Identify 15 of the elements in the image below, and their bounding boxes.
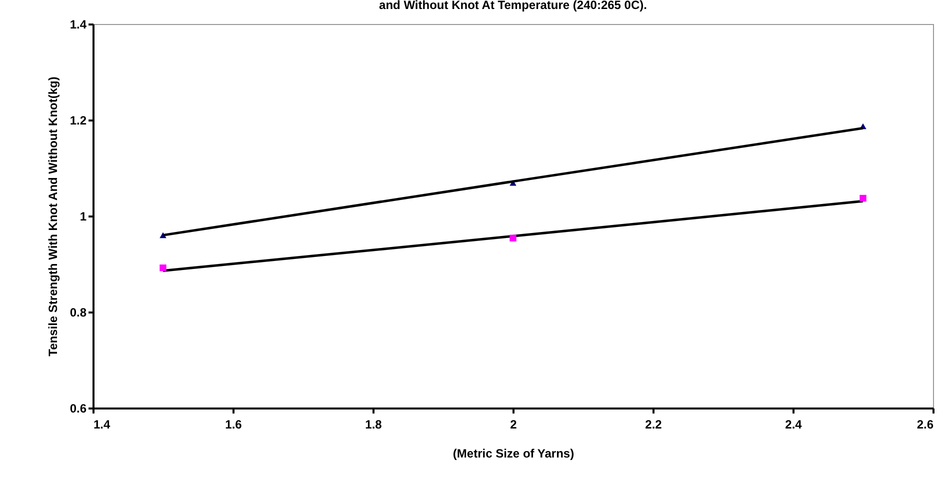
x-tick-label: 1.4 — [94, 418, 111, 432]
x-axis-title: (Metric Size of Yarns) — [452, 446, 574, 460]
x-tick-label: 1.8 — [365, 418, 382, 432]
y-tick-label: 1.2 — [70, 114, 87, 128]
x-tick-label: 2.2 — [645, 418, 662, 432]
x-tick-label: 2 — [510, 418, 518, 432]
y-axis-title: Tensile Strength With Knot And Without Knot(kg) — [46, 76, 60, 356]
y-tick-label: 0.6 — [70, 402, 87, 416]
y-tick-label: 1.4 — [70, 18, 87, 32]
x-tick-label: 1.6 — [225, 418, 242, 432]
y-tick-label: 1 — [80, 210, 87, 224]
y-tick-label: 0.8 — [70, 306, 87, 320]
chart-title: and Without Knot At Temperature (240:265 0C). — [379, 0, 647, 12]
x-tick-label: 2.6 — [916, 418, 934, 432]
x-tick-label: 2.4 — [785, 418, 802, 432]
